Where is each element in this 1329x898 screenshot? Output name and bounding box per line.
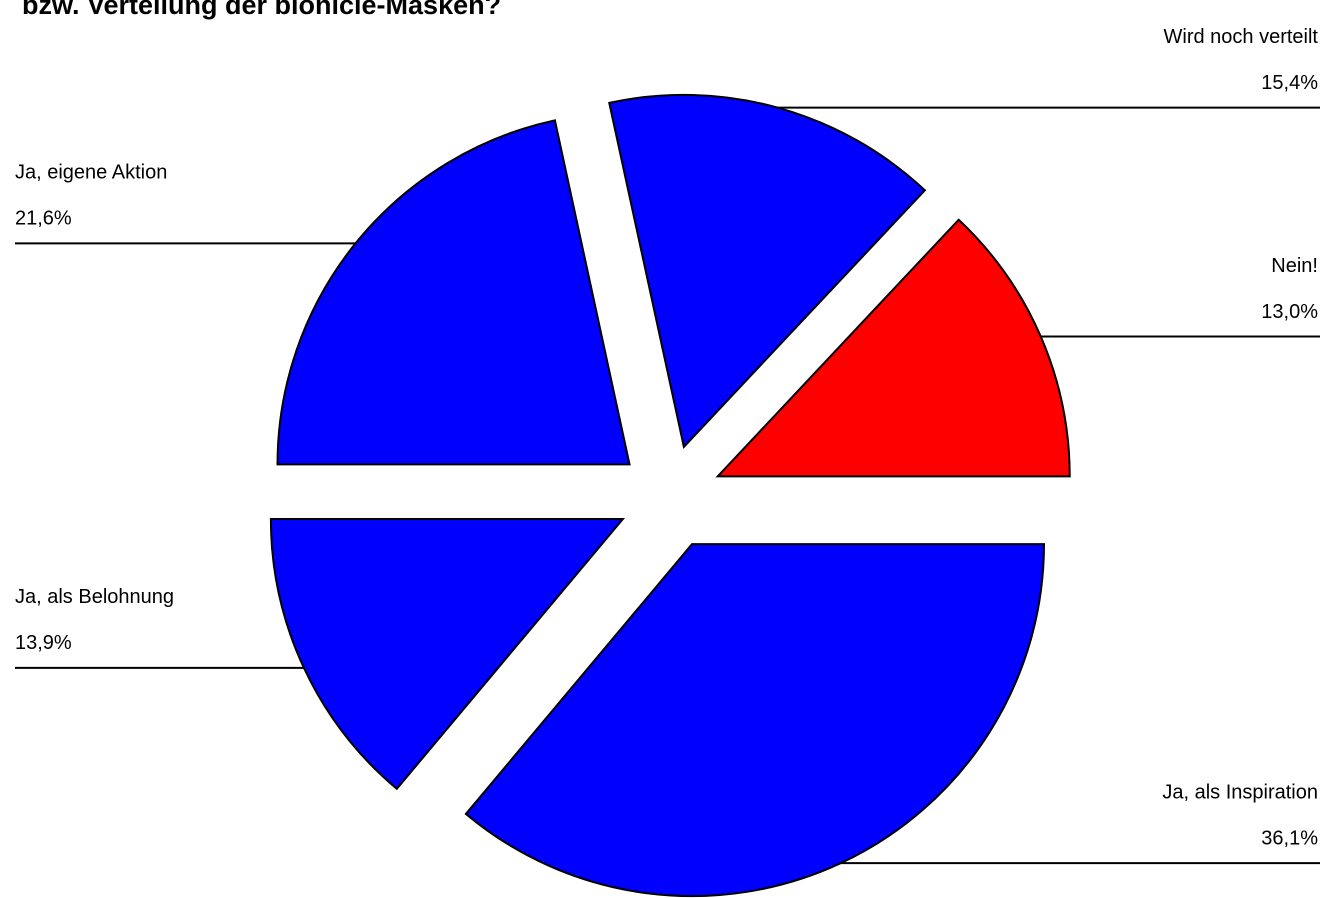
slice-label: Nein!	[1271, 255, 1318, 277]
pie-slice	[608, 93, 927, 449]
slice-label: Wird noch verteilt	[1164, 26, 1319, 48]
value-label: 36,1%	[1261, 827, 1318, 849]
value-label: 15,4%	[1261, 72, 1318, 94]
pie-slice	[269, 517, 626, 791]
pie-slice	[464, 543, 1045, 898]
pie-slice	[715, 218, 1071, 478]
value-label: 21,6%	[15, 208, 72, 230]
pie-slice	[276, 119, 631, 466]
chart-title: bzw. Verteilung der bionicle-Masken?	[22, 0, 501, 20]
slice-label: Ja, als Belohnung	[15, 586, 174, 608]
slice-label: Ja, eigene Aktion	[15, 162, 167, 184]
value-label: 13,9%	[15, 632, 72, 654]
value-label: 13,0%	[1261, 301, 1318, 323]
slice-label: Ja, als Inspiration	[1162, 781, 1318, 803]
